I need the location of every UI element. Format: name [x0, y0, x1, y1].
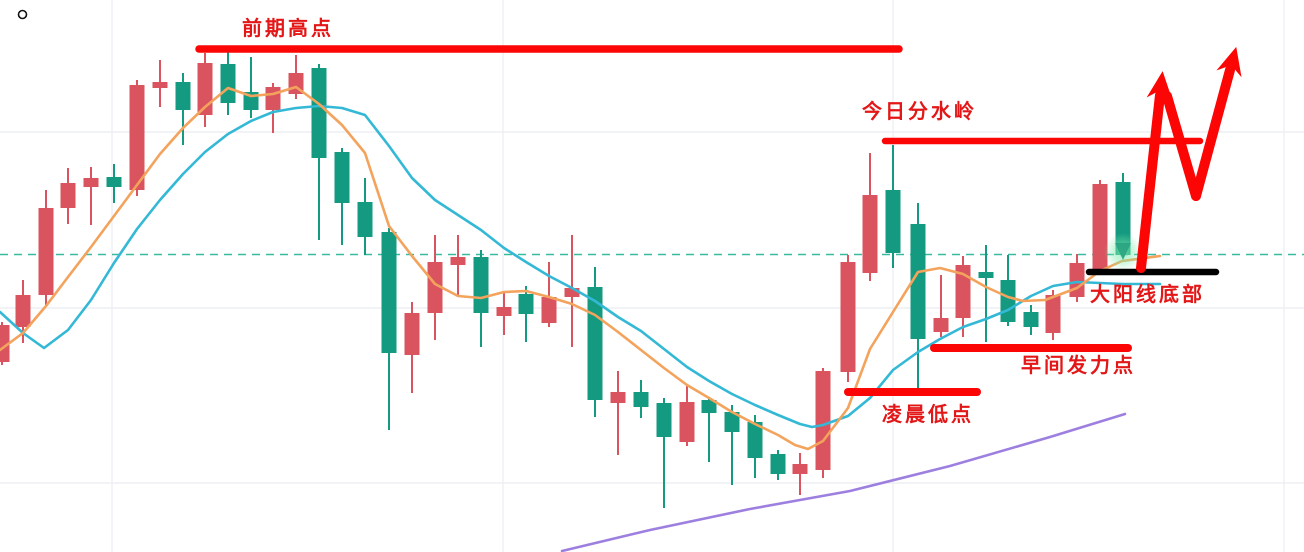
candle-down [1000, 255, 1016, 326]
annotation-yang-bottom: 大阳线底部 [1090, 282, 1205, 306]
candle-up [152, 60, 168, 107]
candle-down [587, 267, 603, 417]
candle-up [404, 302, 420, 393]
candle-down [747, 415, 763, 478]
candle-down [1023, 305, 1039, 335]
candle-up [679, 385, 695, 446]
candle-up [792, 453, 808, 495]
candle-up [129, 80, 145, 196]
candle-down [220, 51, 236, 115]
candle-up [862, 153, 878, 281]
price-chevron-down-icon [1115, 243, 1131, 260]
candle-down [175, 73, 191, 145]
candle-up [0, 322, 10, 365]
arrow-head-icon [1216, 46, 1242, 78]
candle-down [724, 405, 740, 485]
candle-down [701, 397, 717, 462]
annotation-prev-high: 前期高点 [242, 16, 334, 40]
candle-down [381, 228, 397, 430]
candle-down [357, 178, 373, 255]
candle-down [770, 450, 786, 480]
annotation-today-divide: 今日分水岭 [862, 99, 977, 123]
forecast-arrow [1136, 46, 1242, 273]
ma-slow-line [0, 104, 1162, 429]
candle-down [106, 164, 122, 203]
candles-layer [0, 51, 1131, 508]
candle-up [427, 235, 443, 340]
candle-down [633, 380, 649, 418]
candle-down [885, 145, 901, 268]
candle-up [564, 235, 580, 347]
candle-up [1069, 254, 1085, 302]
candle-up [541, 262, 557, 327]
support-trendline [560, 412, 1127, 552]
annotation-lines [195, 45, 1220, 396]
candle-up [955, 256, 971, 337]
candle-down [978, 245, 994, 342]
annotation-dawn-low: 凌晨低点 [882, 402, 974, 426]
current-price-marker [1104, 233, 1142, 271]
candle-up [83, 167, 99, 225]
candle-up [933, 275, 949, 337]
candle-up [197, 53, 213, 127]
candle-up [815, 368, 831, 478]
candle-up [840, 255, 856, 382]
candle-up [60, 168, 76, 224]
candle-down [656, 398, 672, 508]
candle-down [311, 64, 327, 240]
drawing-tool-circle-marker [17, 9, 28, 20]
candle-down [518, 286, 534, 342]
annotation-morning-push: 早间发力点 [1021, 353, 1136, 377]
ma-fast-line [0, 85, 1162, 451]
candle-up [496, 292, 512, 335]
candle-down [243, 57, 259, 118]
candle-down [334, 148, 350, 245]
candle-up [38, 190, 54, 307]
candle-up [450, 235, 466, 295]
candle-up [1092, 180, 1108, 273]
candle-down [910, 203, 926, 388]
candle-up [265, 83, 281, 133]
candle-up [610, 371, 626, 455]
moving-averages [0, 85, 1162, 451]
